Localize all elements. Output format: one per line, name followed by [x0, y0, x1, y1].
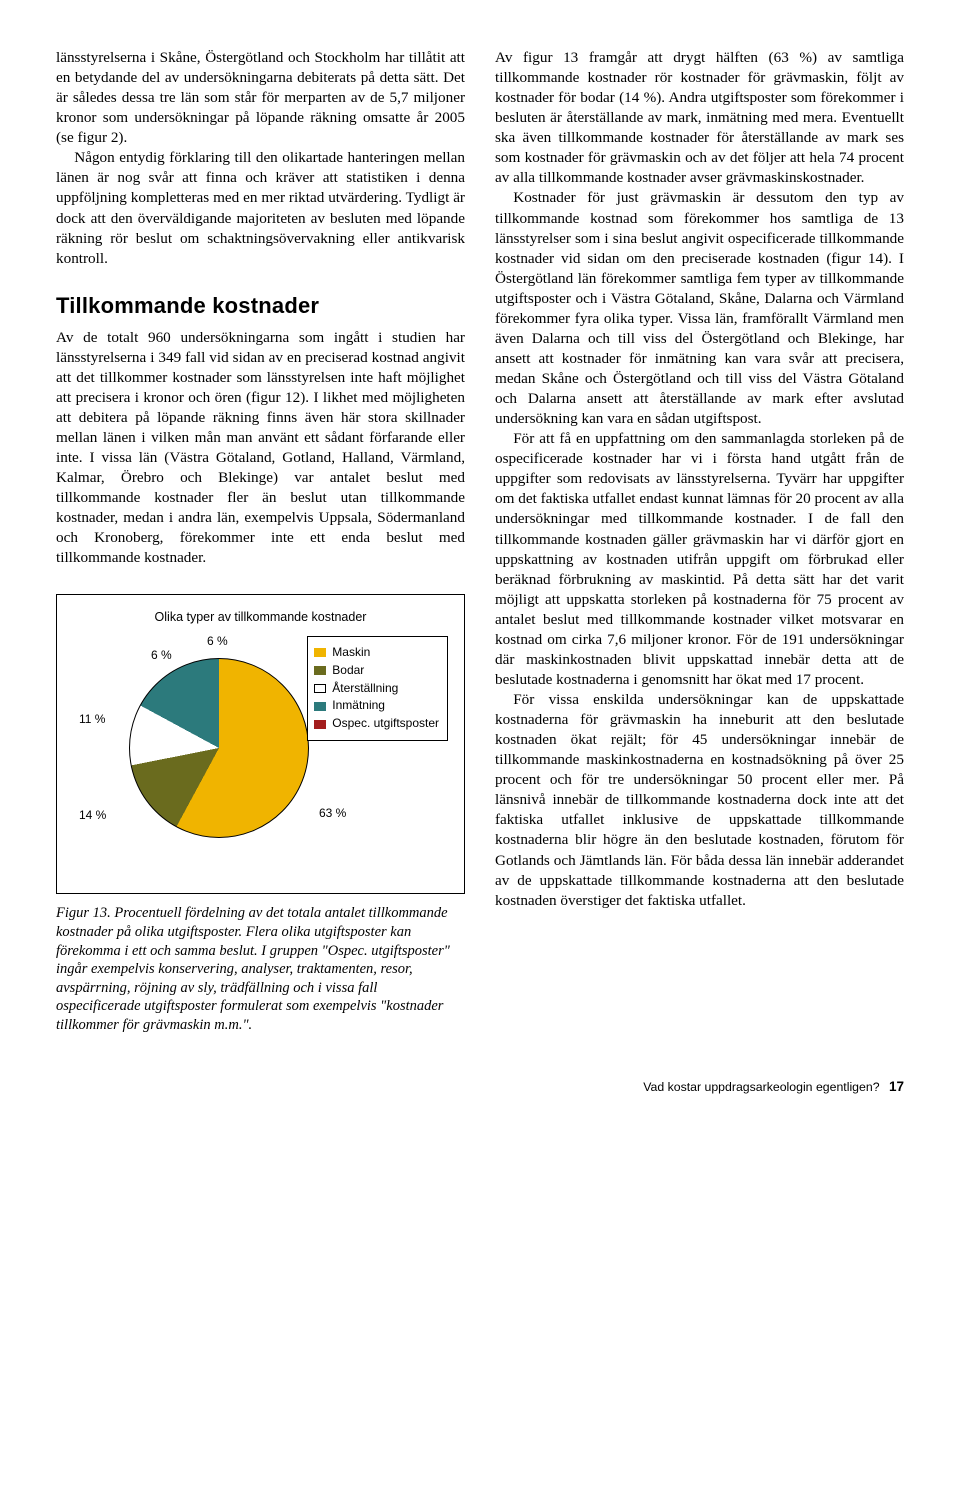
swatch-maskin: [314, 648, 326, 657]
pie-area: 11 % 6 % 6 % 14 % 63 % Maskin Bodar: [67, 632, 454, 862]
swatch-inmatning: [314, 702, 326, 711]
left-p3: Av de totalt 960 undersökningarna som in…: [56, 328, 465, 569]
swatch-aterstallning: [314, 684, 326, 693]
swatch-bodar: [314, 666, 326, 675]
pct-maskin: 63 %: [319, 806, 346, 822]
legend-row: Inmätning: [314, 698, 439, 714]
swatch-ospec: [314, 720, 326, 729]
section-heading: Tillkommande kostnader: [56, 291, 465, 320]
legend-label: Inmätning: [332, 698, 385, 714]
figure-caption: Figur 13. Procentuell fördelning av det …: [56, 904, 465, 1034]
right-p2: Kostnader för just grävmaskin är dessuto…: [495, 188, 904, 429]
legend: Maskin Bodar Återställning Inmätnin: [307, 636, 448, 741]
pie-chart: [129, 658, 309, 838]
legend-row: Bodar: [314, 663, 439, 679]
running-head: Vad kostar uppdragsarkeologin egentligen…: [643, 1080, 879, 1094]
figure-13: Olika typer av tillkommande kostnader 11…: [56, 594, 465, 1034]
legend-label: Maskin: [332, 645, 370, 661]
legend-row: Återställning: [314, 681, 439, 697]
right-p1: Av figur 13 framgår att drygt hälften (6…: [495, 48, 904, 188]
pct-ospec: 6 %: [207, 634, 228, 650]
legend-row: Maskin: [314, 645, 439, 661]
legend-label: Ospec. utgiftsposter: [332, 716, 439, 732]
left-p2: Någon entydig förklaring till den olikar…: [56, 148, 465, 268]
left-p1: länsstyrelserna i Skåne, Östergötland oc…: [56, 48, 465, 148]
left-column: länsstyrelserna i Skåne, Östergötland oc…: [56, 48, 465, 1034]
page-number: 17: [889, 1079, 904, 1094]
legend-label: Bodar: [332, 663, 364, 679]
figure-box: Olika typer av tillkommande kostnader 11…: [56, 594, 465, 894]
figure-title: Olika typer av tillkommande kostnader: [67, 609, 454, 626]
right-p4: För vissa enskilda undersökningar kan de…: [495, 690, 904, 911]
footer: Vad kostar uppdragsarkeologin egentligen…: [56, 1078, 904, 1096]
pct-inmatning: 6 %: [151, 648, 172, 664]
right-column: Av figur 13 framgår att drygt hälften (6…: [495, 48, 904, 1034]
right-p3: För att få en uppfattning om den sammanl…: [495, 429, 904, 690]
pct-aterstallning: 11 %: [79, 712, 105, 728]
pct-bodar: 14 %: [79, 808, 106, 824]
legend-label: Återställning: [332, 681, 398, 697]
legend-row: Ospec. utgiftsposter: [314, 716, 439, 732]
